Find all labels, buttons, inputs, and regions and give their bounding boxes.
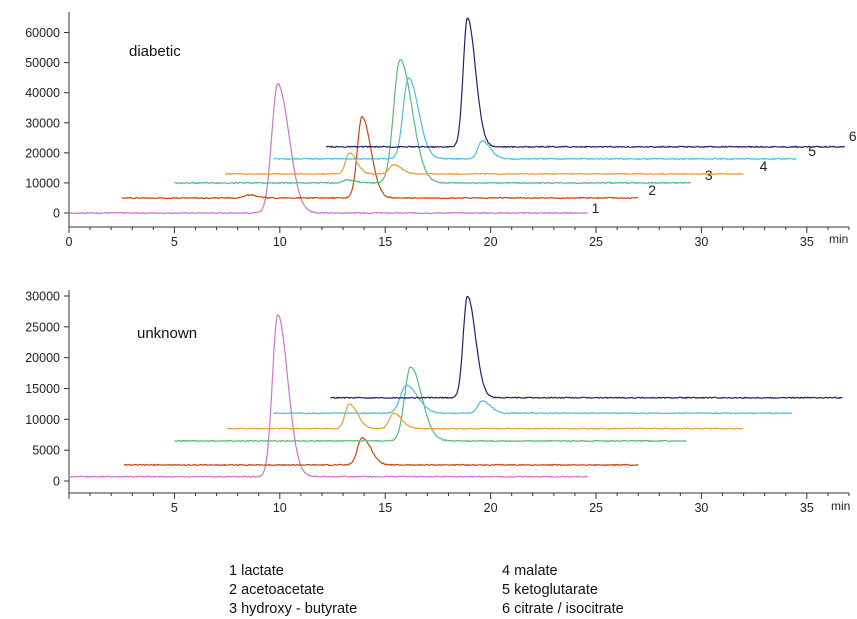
legend-entry-3: 3 hydroxy - butyrate — [229, 601, 358, 617]
x-tick-label: 30 — [694, 501, 708, 515]
y-tick-label: 20000 — [25, 351, 60, 365]
y-tick-label: 15000 — [25, 382, 60, 396]
trace-5 — [273, 77, 797, 160]
x-tick-label: 15 — [378, 501, 392, 515]
x-tick-label: 20 — [484, 235, 498, 249]
legend-column-2: 4 malate 5 ketoglutarate 6 citrate / iso… — [502, 562, 624, 619]
trace-4 — [226, 403, 744, 430]
trace-4 — [224, 152, 744, 176]
y-tick-label: 0 — [53, 475, 60, 489]
x-tick-label: 20 — [484, 501, 498, 515]
trace-label-3: 3 — [705, 167, 713, 183]
panel-unknown: 0 5000 10000 15000 20000 25000 30000 5 10 15 20 25 3… — [25, 290, 850, 516]
x-tick-label: 10 — [273, 501, 287, 515]
y-tick-label: 0 — [53, 207, 60, 221]
legend-column-1: 1 lactate 2 acetoacetate 3 hydroxy - but… — [229, 562, 357, 619]
x-tick-label: 25 — [589, 235, 603, 249]
x-unit-label: min — [831, 499, 850, 513]
x-tick-label: 35 — [800, 235, 814, 249]
trace-2 — [121, 115, 638, 200]
trace-3 — [174, 59, 691, 185]
y-tick-label: 5000 — [32, 444, 60, 458]
trace-6 — [330, 295, 843, 399]
panel-label: diabetic — [129, 43, 181, 60]
y-tick-label: 60000 — [25, 26, 60, 40]
trace-5 — [273, 384, 793, 415]
trace-1 — [68, 314, 588, 478]
x-tick-label: 25 — [589, 501, 603, 515]
trace-label-5: 5 — [808, 143, 816, 159]
x-unit-label: min — [829, 232, 848, 246]
x-tick-label: 0 — [66, 235, 73, 249]
legend-entry-1: 1 lactate — [229, 563, 284, 579]
x-tick-label: 5 — [171, 235, 178, 249]
legend-entry-2: 2 acetoacetate — [229, 582, 325, 598]
trace-6 — [325, 17, 846, 148]
trace-3 — [174, 366, 687, 443]
y-tick-label: 10000 — [25, 176, 60, 190]
y-tick-label: 40000 — [25, 86, 60, 100]
trace-label-1: 1 — [592, 200, 600, 216]
x-tick-label: 5 — [171, 501, 178, 515]
trace-1 — [68, 83, 588, 215]
x-tick-label: 30 — [694, 235, 708, 249]
y-tick-label: 10000 — [25, 413, 60, 427]
y-tick-label: 25000 — [25, 320, 60, 334]
legend-entry-6: 6 citrate / isocitrate — [502, 601, 624, 617]
legend-entry-5: 5 ketoglutarate — [502, 582, 598, 598]
x-tick-label: 15 — [378, 235, 392, 249]
y-tick-label: 30000 — [25, 290, 60, 304]
y-tick-label: 50000 — [25, 56, 60, 70]
legend-entry-4: 4 malate — [502, 563, 558, 579]
trace-2 — [123, 437, 639, 467]
x-tick-label: 10 — [273, 235, 287, 249]
trace-label-4: 4 — [760, 158, 768, 174]
y-tick-label: 30000 — [25, 116, 60, 130]
panel-label: unknown — [137, 325, 197, 342]
trace-label-2: 2 — [648, 182, 656, 198]
x-tick-label: 35 — [800, 501, 814, 515]
y-tick-label: 20000 — [25, 146, 60, 160]
trace-label-6: 6 — [849, 128, 857, 144]
